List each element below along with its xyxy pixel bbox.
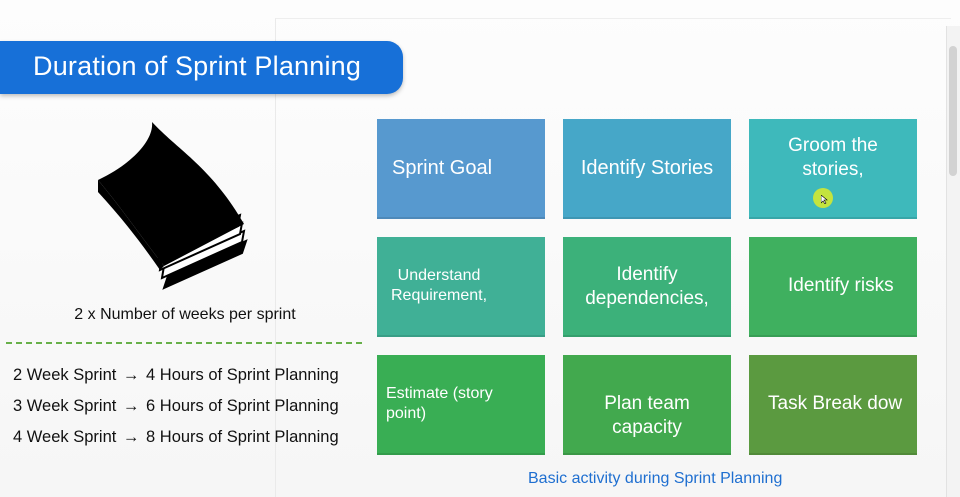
activity-grid: Sprint Goal Identify Stories Groom the s… (377, 119, 917, 456)
dashed-divider (6, 342, 362, 344)
tile-understand-requirement: Understand Requirement, (377, 237, 545, 337)
tile-text: Identify Stories (580, 156, 714, 179)
tile-identify-risks: Identify risks (749, 237, 917, 337)
tile-text: Understand (397, 267, 481, 284)
rule-hours: 4 Hours of Sprint Planning (146, 366, 339, 384)
page-title: Duration of Sprint Planning (33, 51, 362, 81)
rule-sprint: 2 Week Sprint (13, 366, 117, 384)
scrollbar-thumb[interactable] (949, 46, 957, 176)
duration-formula: 2 x Number of weeks per sprint (74, 306, 296, 323)
rule-hours: 8 Hours of Sprint Planning (146, 428, 339, 446)
tile-text: Identify risks (788, 275, 894, 297)
tile-text: point) (386, 405, 427, 422)
tile-text: capacity (612, 416, 682, 438)
tile-text: Groom the (788, 135, 878, 156)
tile-plan-capacity: Plan team capacity (563, 355, 731, 455)
vertical-scrollbar[interactable] (946, 26, 960, 497)
tile-text: Sprint Goal (392, 156, 493, 179)
tile-text: dependencies, (585, 287, 709, 309)
tile-estimate: Estimate (story point) (377, 355, 545, 455)
tile-text: Plan team (604, 393, 690, 414)
tile-groom-stories: Groom the stories, (749, 119, 917, 219)
tile-task-breakdown: Task Break dow (749, 355, 917, 455)
title-banner: Duration of Sprint Planning (0, 41, 403, 94)
tile-text: stories, (802, 158, 864, 180)
sprint-duration-rules: 2 Week Sprint → 4 Hours of Sprint Planni… (13, 364, 339, 457)
tile-sprint-goal: Sprint Goal (377, 119, 545, 219)
arrow-right-icon: → (122, 366, 140, 384)
background-frame (275, 18, 951, 497)
rule-row: 4 Week Sprint → 8 Hours of Sprint Planni… (13, 426, 339, 457)
arrow-right-icon: → (122, 428, 140, 446)
mouse-cursor-icon (821, 195, 828, 204)
tile-text: Identify (616, 264, 678, 285)
rule-sprint: 4 Week Sprint (13, 428, 117, 446)
tile-text: Requirement, (391, 287, 488, 304)
tile-identify-dependencies: Identify dependencies, (563, 237, 731, 337)
rule-sprint: 3 Week Sprint (13, 397, 117, 415)
tile-identify-stories: Identify Stories (563, 119, 731, 219)
rule-row: 3 Week Sprint → 6 Hours of Sprint Planni… (13, 395, 339, 426)
book-icon (98, 122, 248, 290)
tile-text: Task Break dow (768, 393, 903, 415)
rule-row: 2 Week Sprint → 4 Hours of Sprint Planni… (13, 364, 339, 395)
grid-caption: Basic activity during Sprint Planning (528, 470, 783, 487)
arrow-right-icon: → (122, 397, 140, 415)
rule-hours: 6 Hours of Sprint Planning (146, 397, 339, 415)
tile-text: Estimate (story (386, 385, 493, 402)
